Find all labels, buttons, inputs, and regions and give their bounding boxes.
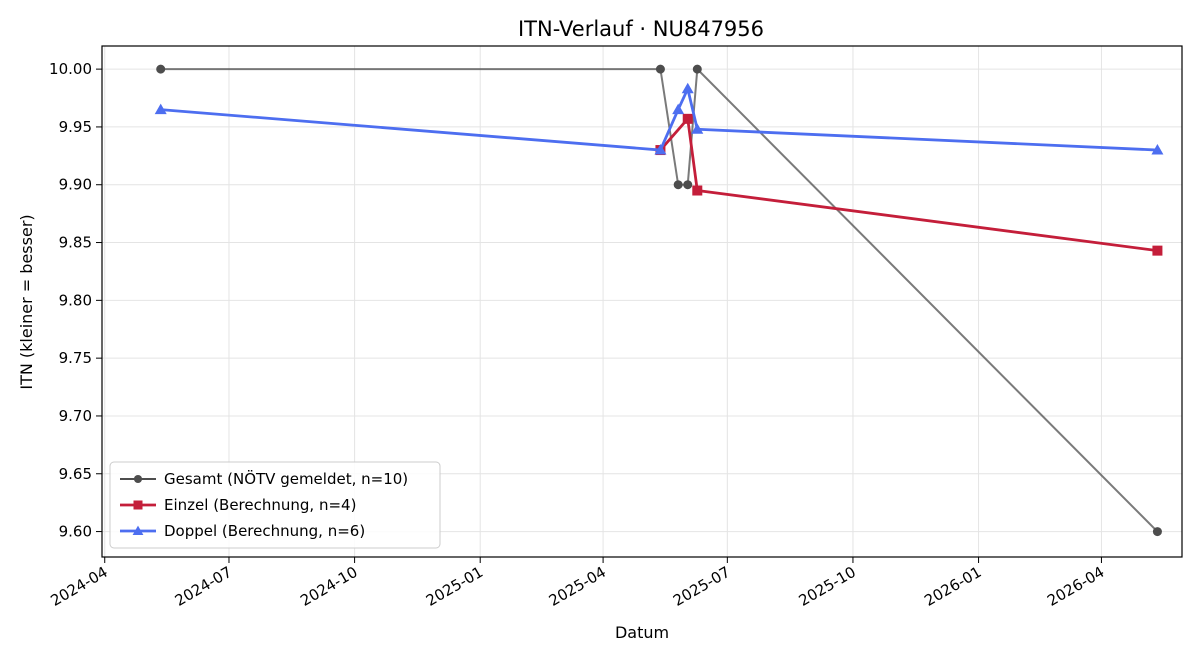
x-axis: 2024-04 2024-07 2024-10 2025-01 2025-04 2025-… [47,557,1107,610]
data-point-circle [673,180,683,190]
data-point-square [692,185,703,196]
x-tick-label: 2025-07 [670,563,733,610]
x-tick-label: 2025-04 [546,563,609,610]
x-tick-label: 2025-10 [796,563,859,610]
plot-frame [101,45,1183,558]
data-point-triangle [154,103,167,115]
x-tick-label: 2024-04 [47,563,110,610]
data-point-triangle [654,144,667,155]
x-tick-label: 2026-04 [1044,563,1107,610]
series-line [160,87,1158,152]
data-point-square [133,500,143,510]
data-point-circle [1152,527,1162,537]
series-3 [154,82,1164,155]
data-point-triangle [672,103,685,115]
data-point-square [1152,245,1163,256]
data-point-circle [655,64,665,74]
data-point-circle [156,64,166,74]
y-tick-label: 9.60 [59,523,92,541]
legend-box [109,461,441,549]
data-point-square [682,113,693,124]
legend-item: Doppel (Berechnung, n=6) [120,522,365,540]
y-tick-label: 10.00 [49,60,92,78]
y-tick-label: 9.65 [59,465,92,483]
legend: Gesamt (NÖTV gemeldet, n=10) Einzel (Bere… [109,461,441,549]
data-point-triangle [691,123,704,134]
legend-label: Doppel (Berechnung, n=6) [164,522,365,540]
y-tick-label: 9.80 [59,291,92,309]
legend-item: Gesamt (NÖTV gemeldet, n=10) [120,469,408,488]
y-tick-label: 9.95 [59,118,92,136]
data-point-triangle [1151,144,1164,155]
series-line [160,68,1159,533]
x-axis-label: Datum [615,623,669,642]
x-tick-label: 2024-07 [172,563,235,610]
x-tick-label: 2025-01 [423,563,486,610]
legend-label: Einzel (Berechnung, n=4) [164,496,356,514]
y-tick-label: 9.70 [59,407,92,425]
x-tick-label: 2024-10 [297,563,360,610]
series-line [659,117,1158,253]
y-axis: 9.60 9.65 9.70 9.75 9.80 9.85 9.90 9.95 10.00 [49,60,102,541]
series-1 [156,64,1162,537]
x-tick-label: 2026-01 [921,563,984,610]
data-point-circle [692,64,702,74]
series-layer [154,64,1164,537]
y-axis-label: ITN (kleiner = besser) [17,214,36,389]
y-tick-label: 9.90 [59,176,92,194]
y-tick-label: 9.85 [59,234,92,252]
data-point-circle [683,180,693,190]
data-point-triangle [681,82,694,94]
data-point-triangle [132,525,144,536]
legend-label: Gesamt (NÖTV gemeldet, n=10) [164,469,408,488]
chart-title: ITN-Verlauf · NU847956 [518,17,764,41]
data-point-circle [133,474,143,484]
y-tick-label: 9.75 [59,349,92,367]
legend-item: Einzel (Berechnung, n=4) [120,496,356,514]
